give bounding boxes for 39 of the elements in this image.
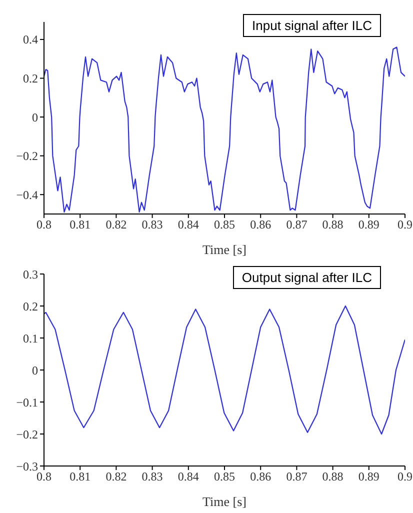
x-tick-label: 0.88 <box>322 470 344 484</box>
y-tick-label: −0.2 <box>16 149 38 164</box>
x-tick-label: 0.81 <box>70 470 91 484</box>
y-tick-label: 0.2 <box>23 299 38 314</box>
y-tick-label: −0.1 <box>16 395 38 410</box>
x-tick-label: 0.86 <box>250 218 272 232</box>
y-tick-label: −0.3 <box>16 459 38 474</box>
y-tick-label: −0.4 <box>16 188 38 202</box>
x-tick-label: 0.85 <box>214 218 235 232</box>
y-tick-label: 0.3 <box>23 267 38 282</box>
y-tick-label: 0 <box>32 363 38 378</box>
x-axis-title: Time [s] <box>202 242 246 257</box>
chart-title: Output signal after ILC <box>232 266 381 289</box>
x-tick-label: 0.89 <box>358 470 380 484</box>
line-series <box>44 305 405 435</box>
x-tick-label: 0.88 <box>322 218 344 232</box>
y-tick-label: 0.4 <box>23 32 38 47</box>
x-tick-label: 0.85 <box>214 470 235 484</box>
x-axis-title: Time [s] <box>202 494 246 509</box>
x-tick-label: 0.8 <box>36 218 52 232</box>
y-tick-label: 0 <box>32 110 38 124</box>
x-tick-label: 0.81 <box>70 218 91 232</box>
x-tick-label: 0.83 <box>142 470 163 484</box>
x-tick-label: 0.87 <box>286 218 308 232</box>
x-tick-label: 0.84 <box>178 470 199 484</box>
x-tick-label: 0.83 <box>142 218 163 232</box>
x-tick-label: 0.9 <box>398 218 412 232</box>
x-tick-label: 0.8 <box>36 470 52 484</box>
x-tick-label: 0.87 <box>286 470 308 484</box>
x-tick-label: 0.84 <box>178 218 199 232</box>
chart-title: Input signal after ILC <box>243 14 381 37</box>
x-tick-label: 0.82 <box>106 470 127 484</box>
x-tick-label: 0.86 <box>250 470 272 484</box>
x-tick-label: 0.89 <box>358 218 380 232</box>
x-tick-label: 0.9 <box>398 470 412 484</box>
y-tick-label: −0.2 <box>16 427 38 442</box>
y-tick-label: 0.2 <box>23 72 38 86</box>
x-tick-label: 0.82 <box>106 218 127 232</box>
y-tick-label: 0.1 <box>23 331 38 346</box>
